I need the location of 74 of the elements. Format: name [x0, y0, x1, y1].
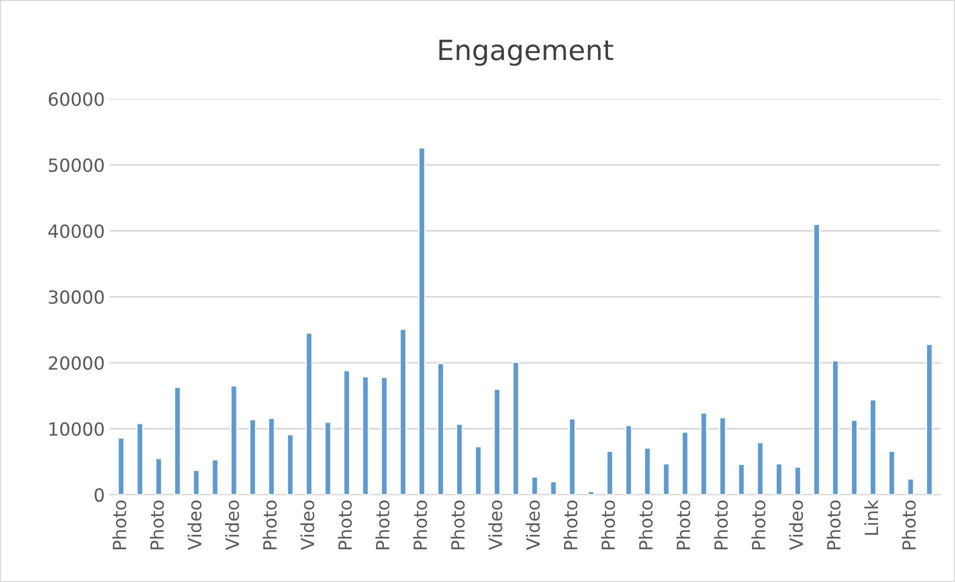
- x-tick-label: Photo: [751, 500, 766, 550]
- bar: [681, 431, 689, 495]
- bar: [192, 470, 200, 495]
- x-tick-label: Photo: [262, 500, 277, 550]
- x-tick-label: Photo: [676, 500, 690, 550]
- x-tick-label: Photo: [150, 500, 164, 550]
- x-tick-label: Video: [526, 500, 540, 550]
- bar: [174, 386, 182, 495]
- y-tick-label: 50000: [48, 158, 104, 172]
- bar: [268, 417, 276, 495]
- y-tick-label: 30000: [48, 290, 104, 304]
- bar: [812, 224, 820, 495]
- bar: [380, 376, 388, 495]
- bar: [832, 360, 840, 495]
- bar: [474, 446, 482, 495]
- bar: [399, 328, 407, 495]
- bar: [644, 447, 652, 495]
- bar: [342, 370, 350, 495]
- bar: [550, 480, 558, 495]
- bar: [756, 442, 764, 495]
- x-tick-label: Photo: [450, 500, 465, 550]
- x-tick-label: Photo: [413, 500, 428, 550]
- chart-title: Engagement: [439, 40, 614, 66]
- x-tick-label: Video: [225, 500, 240, 550]
- y-tick-label: 40000: [48, 224, 104, 238]
- bar: [624, 424, 632, 495]
- y-tick-label: 20000: [48, 356, 104, 370]
- bar: [418, 147, 426, 495]
- bar: [906, 478, 914, 495]
- bar: [512, 361, 520, 495]
- bar: [606, 450, 614, 495]
- x-tick-label: Video: [188, 500, 202, 550]
- x-tick-label: Photo: [601, 500, 616, 550]
- y-tick-label: 60000: [48, 92, 104, 106]
- bar: [869, 399, 877, 495]
- bar: [286, 434, 294, 495]
- bar: [568, 418, 576, 495]
- bar: [738, 464, 746, 495]
- bar: [718, 416, 726, 495]
- y-tick-label: 0: [94, 488, 104, 502]
- x-tick-label: Video: [789, 500, 804, 550]
- bar: [456, 423, 464, 495]
- x-tick-label: Link: [864, 500, 878, 535]
- x-tick-label: Photo: [638, 500, 653, 550]
- bar: [362, 376, 370, 495]
- bar: [926, 344, 934, 495]
- bar: [248, 418, 256, 495]
- bar: [775, 463, 783, 495]
- bar: [154, 458, 162, 495]
- x-tick-label: Photo: [714, 500, 728, 550]
- bar: [305, 332, 313, 495]
- bar: [324, 421, 332, 495]
- x-tick-label: Photo: [826, 500, 841, 550]
- x-tick-label: Photo: [338, 500, 352, 550]
- bar: [794, 466, 802, 495]
- bar: [436, 362, 444, 495]
- bar: [211, 459, 219, 495]
- x-tick-label: Video: [488, 500, 502, 550]
- x-tick-label: Video: [300, 500, 314, 550]
- bar: [850, 419, 858, 495]
- bar: [530, 476, 538, 495]
- bar: [700, 412, 708, 495]
- bar: [888, 450, 896, 495]
- x-tick-label: Photo: [564, 500, 578, 550]
- bar: [136, 422, 144, 495]
- x-tick-label: Photo: [112, 500, 126, 550]
- x-tick-label: Photo: [376, 500, 390, 550]
- bar: [117, 437, 125, 495]
- x-tick-label: Photo: [902, 500, 916, 550]
- bar: [587, 490, 595, 495]
- y-tick-label: 10000: [50, 422, 104, 436]
- bar: [230, 385, 238, 495]
- bar: [493, 388, 501, 495]
- bar: [662, 463, 670, 495]
